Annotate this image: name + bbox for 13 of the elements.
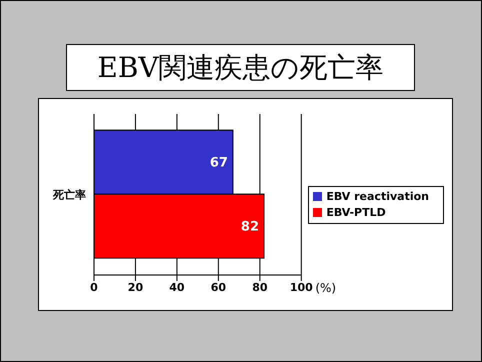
x-tick-label: 0 [90,280,98,294]
x-tick-label: 20 [128,280,144,294]
x-tick-label: 80 [252,280,268,294]
legend-label: EBV reactivation [326,190,429,202]
data-label: 82 [240,220,260,235]
legend-label: EBV-PTLD [326,206,386,218]
x-axis-title: (%) [315,281,336,295]
data-label: 67 [210,156,228,171]
chart-title: EBV関連疾患の死亡率 [66,44,415,91]
x-tick-label: 100 [290,280,314,294]
x-tick-label: 60 [210,280,226,294]
y-tick-label: 死亡率 [52,188,86,202]
x-tick-label: 40 [169,280,185,294]
